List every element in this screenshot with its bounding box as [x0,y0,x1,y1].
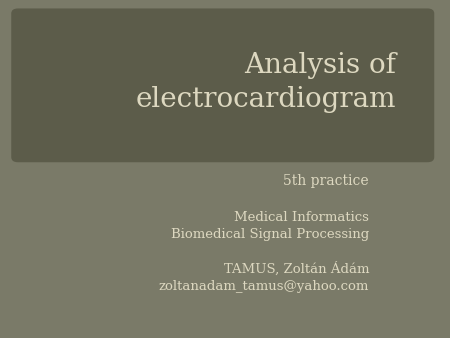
Text: TAMUS, Zoltán Ádám
zoltanadam_tamus@yahoo.com: TAMUS, Zoltán Ádám zoltanadam_tamus@yaho… [158,262,369,293]
Text: Medical Informatics
Biomedical Signal Processing: Medical Informatics Biomedical Signal Pr… [171,212,369,241]
Text: 5th practice: 5th practice [284,174,369,188]
FancyBboxPatch shape [11,8,434,162]
Text: Analysis of
electrocardiogram: Analysis of electrocardiogram [135,52,396,114]
